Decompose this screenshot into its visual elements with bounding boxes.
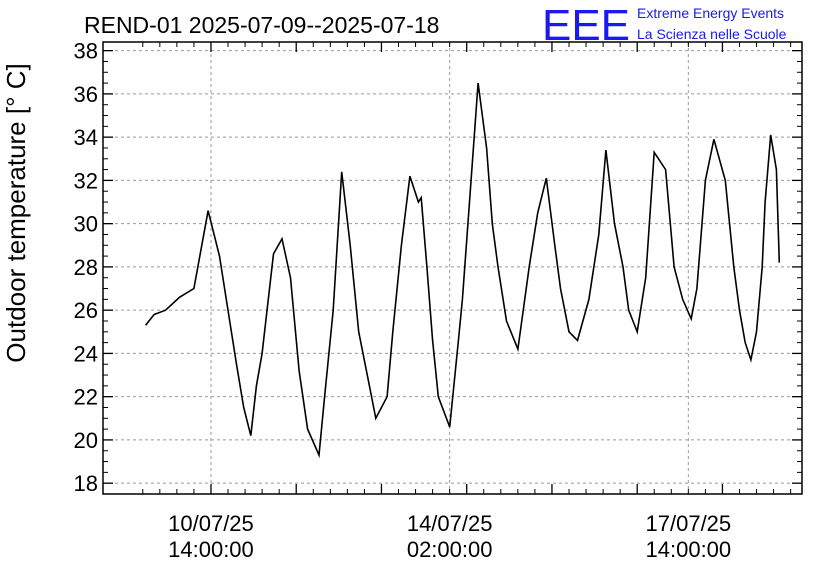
chart-title: REND-01 2025-07-09--2025-07-18 bbox=[84, 12, 439, 38]
x-tick-label-time: 02:00:00 bbox=[407, 537, 493, 562]
x-tick-label-date: 17/07/25 bbox=[646, 511, 732, 536]
y-tick-label: 30 bbox=[74, 212, 98, 237]
axes bbox=[102, 41, 803, 495]
grid bbox=[103, 42, 802, 494]
y-tick-label: 20 bbox=[74, 428, 98, 453]
y-tick-label: 26 bbox=[74, 298, 98, 323]
logo-line-2: La Scienza nelle Scuole bbox=[637, 26, 787, 42]
y-tick-label: 22 bbox=[74, 385, 98, 410]
y-tick-label: 28 bbox=[74, 255, 98, 280]
y-tick-label: 18 bbox=[74, 471, 98, 496]
y-tick-label: 36 bbox=[74, 82, 98, 107]
x-tick-label-time: 14:00:00 bbox=[646, 537, 732, 562]
logo-line-1: Extreme Energy Events bbox=[637, 5, 784, 21]
y-tick-label: 34 bbox=[74, 125, 98, 150]
tick-labels: 182022242628303234363810/07/2514:00:0014… bbox=[74, 39, 732, 562]
plot-frame bbox=[102, 41, 803, 495]
y-axis-label: Outdoor temperature [° C] bbox=[1, 63, 31, 362]
y-tick-label: 38 bbox=[74, 39, 98, 64]
y-tick-label: 32 bbox=[74, 168, 98, 193]
series-line bbox=[144, 82, 781, 459]
x-tick-label-time: 14:00:00 bbox=[168, 537, 254, 562]
y-tick-label: 24 bbox=[74, 341, 98, 366]
x-tick-label-date: 14/07/25 bbox=[407, 511, 493, 536]
eee-logo: EEE Extreme Energy Events La Scienza nel… bbox=[542, 1, 787, 50]
x-tick-label-date: 10/07/25 bbox=[168, 511, 254, 536]
